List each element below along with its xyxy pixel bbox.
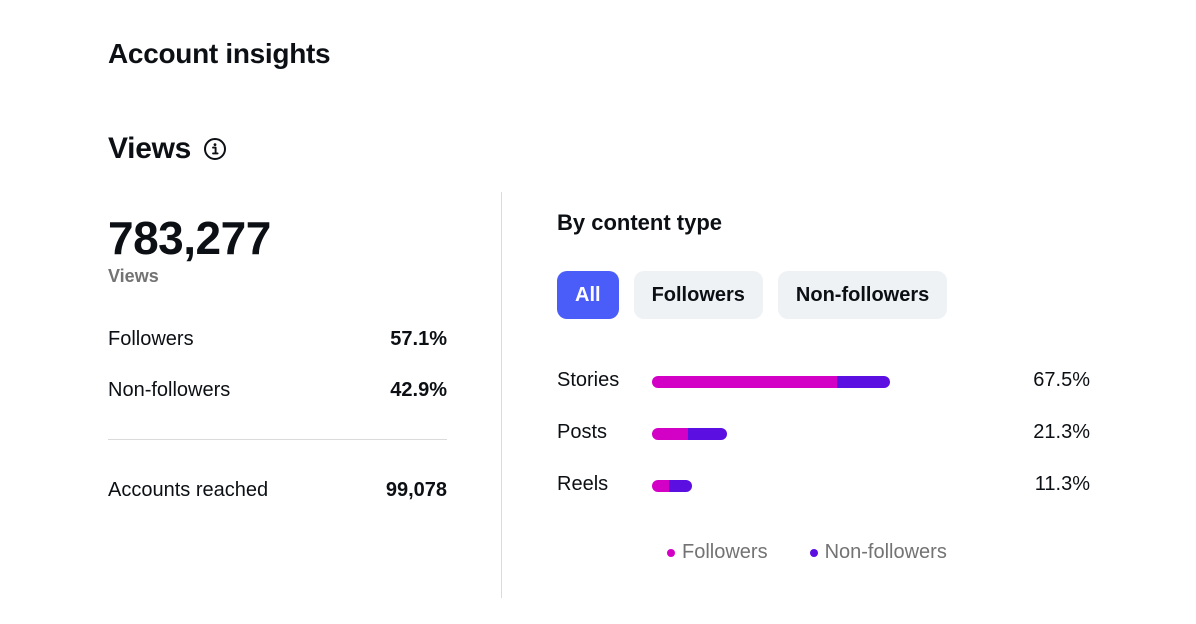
content-row-label: Reels [557, 473, 609, 496]
nonfollowers-legend-dot [809, 548, 818, 557]
content-row-label: Stories [557, 369, 620, 392]
followers-stat-row: Followers 57.1% [108, 326, 447, 352]
content-row-bar [652, 376, 890, 389]
views-title: Views [108, 132, 192, 165]
nonfollowers-bar-segment [688, 428, 727, 441]
nonfollowers-bar-segment [669, 480, 692, 493]
filter-nonfollowers-button[interactable]: Non-followers [777, 271, 948, 320]
content-row-bar [652, 480, 692, 493]
content-row-bar [652, 428, 727, 441]
content-filter-group: All Followers Non-followers [557, 271, 1090, 320]
content-row-stories: Stories 67.5% [557, 363, 1090, 403]
content-type-chart: Stories 67.5% Posts 21.3% Reels 11.3% [557, 363, 1090, 507]
nonfollowers-stat-label: Non-followers [108, 378, 231, 401]
content-type-panel: By content type All Followers Non-follow… [557, 210, 1090, 519]
followers-bar-segment [652, 376, 837, 389]
views-total-label: Views [108, 266, 159, 286]
page-title: Account insights [108, 38, 331, 69]
nonfollowers-stat-row: Non-followers 42.9% [108, 377, 447, 403]
followers-bar-segment [652, 428, 688, 441]
legend-followers-label: Followers [682, 541, 768, 563]
accounts-reached-label: Accounts reached [108, 478, 269, 501]
nonfollowers-bar-segment [837, 376, 890, 389]
accounts-reached-value: 99,078 [385, 478, 447, 501]
info-icon[interactable] [203, 137, 227, 161]
followers-bar-segment [652, 480, 669, 493]
filter-all-button[interactable]: All [557, 271, 619, 320]
content-row-percent: 21.3% [1033, 421, 1090, 444]
legend-nonfollowers: Non-followers [809, 541, 947, 564]
legend-nonfollowers-label: Non-followers [824, 541, 947, 563]
content-type-title: By content type [557, 210, 723, 235]
content-row-percent: 67.5% [1033, 369, 1090, 392]
content-row-reels: Reels 11.3% [557, 467, 1090, 507]
accounts-reached-row: Accounts reached 99,078 [108, 477, 447, 503]
content-row-posts: Posts 21.3% [557, 415, 1090, 455]
views-total: 783,277 [108, 212, 271, 264]
chart-legend: Followers Non-followers [667, 541, 989, 564]
vertical-divider [501, 192, 502, 598]
legend-followers: Followers [667, 541, 768, 564]
content-row-label: Posts [557, 421, 608, 444]
followers-legend-dot [667, 548, 675, 557]
followers-stat-value: 57.1% [390, 327, 447, 350]
divider [108, 439, 447, 440]
nonfollowers-stat-value: 42.9% [390, 378, 447, 401]
filter-followers-button[interactable]: Followers [633, 271, 763, 320]
views-section-header: Views [108, 132, 227, 166]
views-summary: 783,277 Views Followers 57.1% Non-follow… [108, 205, 447, 503]
followers-stat-label: Followers [108, 327, 194, 350]
content-row-percent: 11.3% [1034, 473, 1090, 496]
